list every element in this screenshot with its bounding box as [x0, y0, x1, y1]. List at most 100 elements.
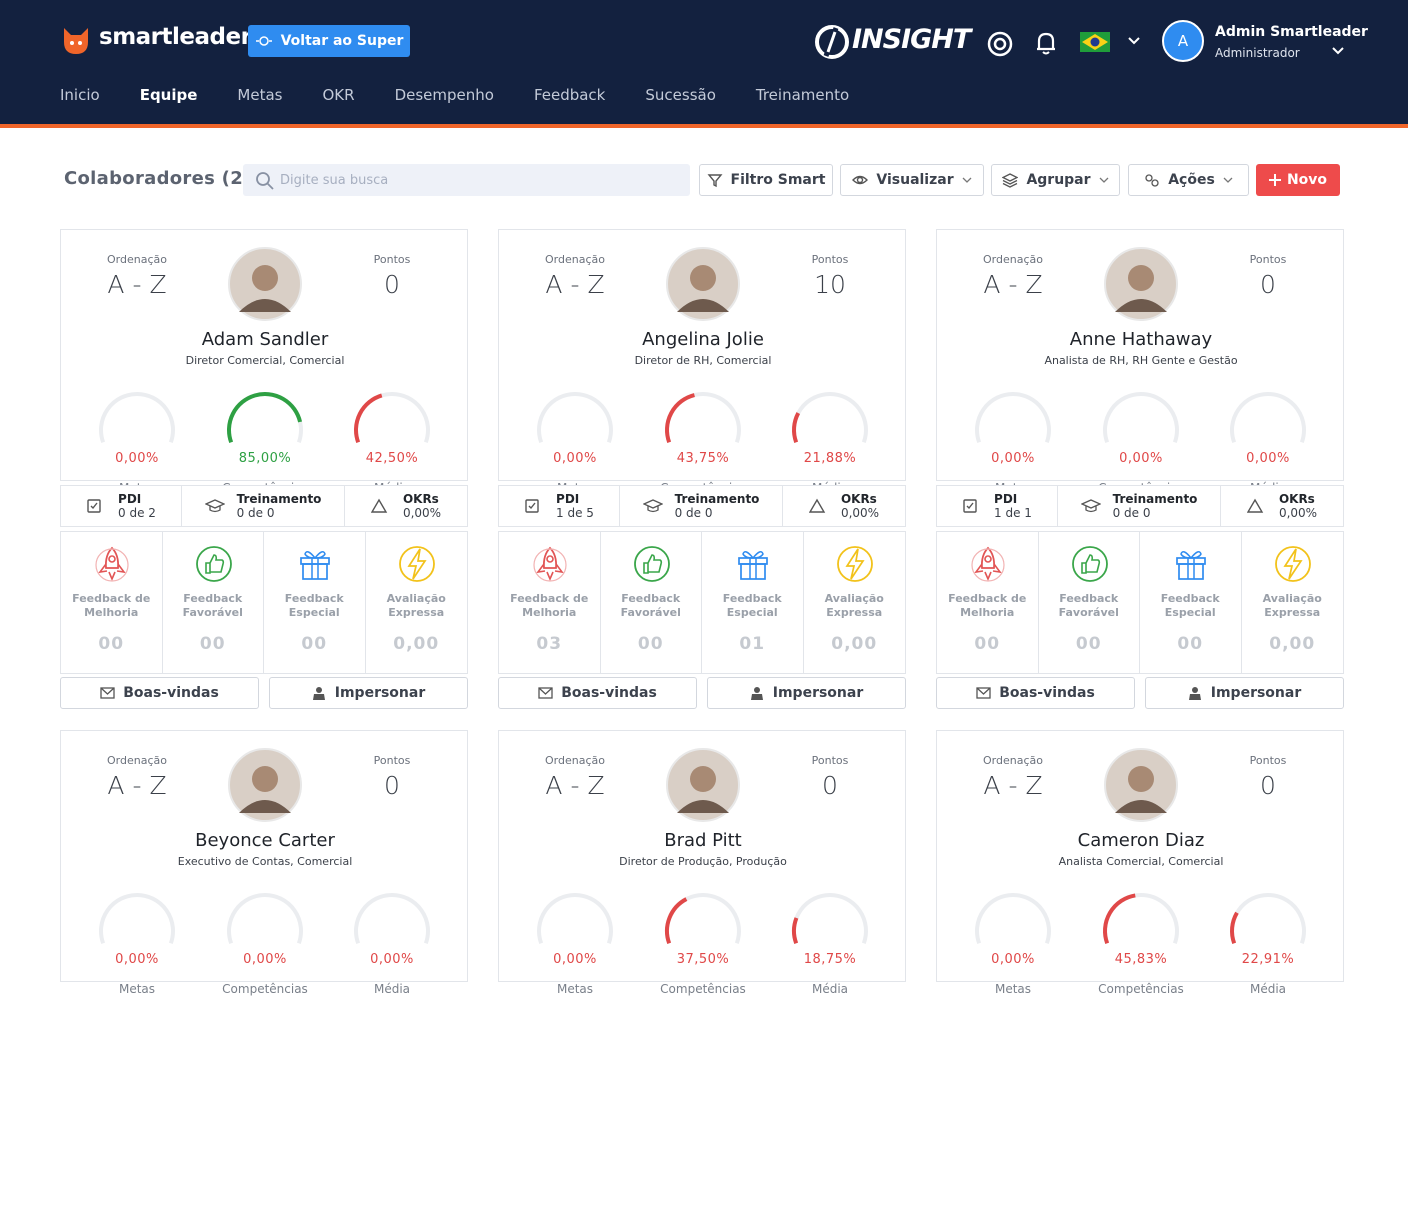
- help-icon[interactable]: [986, 30, 1014, 58]
- nav-item[interactable]: Equipe: [139, 86, 198, 104]
- feedback-count: 00: [199, 634, 226, 654]
- flag-icon[interactable]: [1080, 32, 1110, 52]
- dropdown-chevron: [962, 177, 972, 183]
- collaborator-role: Diretor de RH, Comercial: [634, 354, 772, 367]
- feedback-icon: [971, 546, 1005, 582]
- bell-icon[interactable]: [1032, 29, 1060, 57]
- feedback-icon: [738, 551, 768, 580]
- stat-cell[interactable]: OKRs 0,00%: [1221, 486, 1343, 526]
- stat-icon: [642, 499, 663, 513]
- feedback-cell[interactable]: Feedback de Melhoria 00: [937, 532, 1039, 673]
- feedback-row: Feedback de Melhoria 00 Feedback Favorável…: [936, 531, 1344, 674]
- stat-label: Treinamento: [674, 492, 760, 506]
- ordering-value[interactable]: A - Z: [107, 771, 167, 800]
- toolbar-button[interactable]: Filtro Smart: [699, 164, 833, 196]
- action-button[interactable]: Impersonar: [1145, 677, 1344, 709]
- feedback-icon: [1071, 546, 1108, 582]
- stat-icon: [204, 499, 225, 513]
- stat-cell[interactable]: OKRs 0,00%: [783, 486, 905, 526]
- points-label: Pontos: [373, 754, 411, 767]
- stat-cell[interactable]: PDI 0 de 2: [61, 486, 182, 526]
- stat-cell[interactable]: Treinamento 0 de 0: [182, 486, 345, 526]
- ordering-value[interactable]: A - Z: [983, 771, 1043, 800]
- gauges: 0,00% Metas 0,00% Competências 0,00% Média: [99, 893, 430, 996]
- action-button[interactable]: Boas-vindas: [498, 677, 697, 709]
- collaborator-card: Ordenação A - Z Pontos 10 Angelina Jolie Dire…: [498, 229, 906, 709]
- gauge-track: [537, 893, 613, 944]
- feedback-cell[interactable]: Feedback de Melhoria 00: [61, 532, 163, 673]
- stats-row: PDI 1 de 1 Treinamento 0 de 0 OKRs 0,00%: [936, 485, 1344, 527]
- nav-item[interactable]: Metas: [237, 86, 283, 104]
- user-avatar[interactable]: A: [1162, 20, 1204, 62]
- stats-row: PDI 0 de 2 Treinamento 0 de 0 OKRs 0,00%: [60, 485, 468, 527]
- action-button[interactable]: Impersonar: [269, 677, 468, 709]
- nav-item[interactable]: OKR: [322, 86, 355, 104]
- feedback-cell[interactable]: Feedback Favorável 00: [163, 532, 264, 673]
- feedback-icon: [533, 546, 567, 582]
- ordering-value[interactable]: A - Z: [545, 270, 605, 299]
- stat-text: OKRs 0,00%: [403, 492, 441, 520]
- language-chevron[interactable]: [1126, 34, 1142, 48]
- stat-cell[interactable]: PDI 1 de 5: [499, 486, 620, 526]
- gauge-label: 85,00%: [239, 451, 292, 466]
- nav-item[interactable]: Feedback: [533, 86, 606, 104]
- stat-text: PDI 1 de 1: [994, 492, 1032, 520]
- action-row: Boas-vindas Impersonar: [936, 677, 1344, 709]
- stat-cell[interactable]: Treinamento 0 de 0: [620, 486, 783, 526]
- feedback-count: 00: [637, 634, 664, 654]
- toolbar-button[interactable]: Visualizar: [840, 164, 984, 196]
- new-button[interactable]: Novo: [1256, 164, 1340, 196]
- toolbar-button[interactable]: Agrupar: [991, 164, 1120, 196]
- feedback-cell[interactable]: Feedback Especial 01: [702, 532, 804, 673]
- feedback-icon: [95, 546, 129, 582]
- button-icon: [1002, 173, 1019, 188]
- feedback-cell[interactable]: Feedback Favorável 00: [601, 532, 702, 673]
- nav-item[interactable]: Sucessão: [645, 86, 716, 104]
- points-label: Pontos: [811, 754, 849, 767]
- stat-icon: [1080, 499, 1101, 513]
- button-label: Agrupar: [1026, 172, 1091, 188]
- stat-label: OKRs: [1278, 492, 1315, 506]
- gauge-track: [1230, 893, 1306, 944]
- user-chevron[interactable]: [1330, 44, 1346, 58]
- stat-text: Treinamento 0 de 0: [1113, 492, 1198, 520]
- stat-value: 1 de 1: [994, 506, 1032, 520]
- back-button[interactable]: Voltar ao Super: [248, 25, 410, 57]
- toolbar-button[interactable]: Ações: [1128, 164, 1249, 196]
- collaborator-role: Diretor Comercial, Comercial: [185, 354, 345, 367]
- feedback-cell[interactable]: Avaliação Expressa 0,00: [366, 532, 468, 673]
- ordering-value[interactable]: A - Z: [983, 270, 1043, 299]
- collaborator-name: Beyonce Carter: [195, 830, 335, 851]
- feedback-cell[interactable]: Feedback Especial 00: [1140, 532, 1242, 673]
- action-button[interactable]: Impersonar: [707, 677, 906, 709]
- stat-cell[interactable]: Treinamento 0 de 0: [1058, 486, 1221, 526]
- nav-item[interactable]: Treinamento: [755, 86, 850, 104]
- stat-cell[interactable]: PDI 1 de 1: [937, 486, 1058, 526]
- feedback-count: 01: [739, 634, 766, 654]
- action-button[interactable]: Boas-vindas: [60, 677, 259, 709]
- action-row: Boas-vindas Impersonar: [60, 677, 468, 709]
- stat-cell[interactable]: OKRs 0,00%: [345, 486, 467, 526]
- collaborator-role: Analista de RH, RH Gente e Gestão: [1044, 354, 1238, 367]
- gauge-label: 0,00%: [553, 451, 597, 466]
- user-name: Admin Smartleader: [1215, 24, 1368, 40]
- search-box[interactable]: Digite sua busca: [243, 164, 690, 196]
- ordering-label: Ordenação: [545, 754, 605, 767]
- stat-icon: [370, 498, 388, 513]
- nav-item[interactable]: Desempenho: [394, 86, 494, 104]
- action-button[interactable]: Boas-vindas: [936, 677, 1135, 709]
- ordering-value[interactable]: A - Z: [545, 771, 605, 800]
- stat-text: Treinamento 0 de 0: [675, 492, 760, 520]
- feedback-cell[interactable]: Feedback de Melhoria 03: [499, 532, 601, 673]
- feedback-cell[interactable]: Feedback Favorável 00: [1039, 532, 1140, 673]
- action-icon: [1188, 686, 1201, 700]
- feedback-cell[interactable]: Avaliação Expressa 0,00: [1242, 532, 1344, 673]
- feedback-count: 00: [1075, 634, 1102, 654]
- ordering-value[interactable]: A - Z: [107, 270, 167, 299]
- back-label: Voltar ao Super: [280, 33, 404, 49]
- feedback-cell[interactable]: Feedback Especial 00: [264, 532, 366, 673]
- collaborator-name: Adam Sandler: [201, 329, 329, 350]
- gauge-track: [354, 893, 430, 944]
- nav-item[interactable]: Inicio: [60, 86, 100, 104]
- feedback-cell[interactable]: Avaliação Expressa 0,00: [804, 532, 906, 673]
